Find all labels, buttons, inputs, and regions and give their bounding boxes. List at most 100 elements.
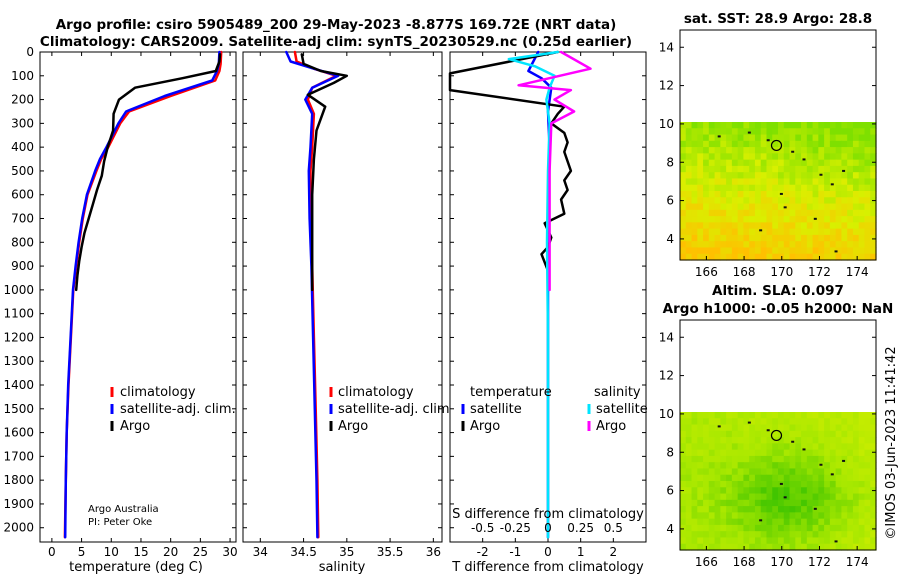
heatmap-cell [864, 424, 871, 432]
heatmap-cell [714, 487, 721, 495]
heatmap-cell [852, 209, 860, 217]
heatmap-cell [680, 468, 687, 476]
heatmap-cell [731, 524, 739, 532]
heatmap-cell [714, 437, 721, 444]
heatmap-cell [789, 524, 796, 532]
heatmap-cell [766, 487, 773, 495]
heatmap-cell [685, 455, 693, 463]
heatmap-cell [737, 493, 745, 501]
heatmap-cell [737, 165, 745, 173]
heatmap-cell [847, 481, 854, 488]
island-speck [783, 496, 787, 499]
heatmap-cell [691, 455, 698, 463]
heatmap-cell [766, 430, 773, 438]
heatmap-cell [766, 468, 773, 476]
heatmap-cell [685, 412, 693, 419]
heatmap-cell [870, 524, 877, 532]
heatmap-cell [772, 216, 779, 223]
heatmap-cell [726, 159, 733, 167]
heatmap-cell [789, 140, 796, 148]
heatmap-cell [737, 499, 745, 507]
heatmap-cell [852, 474, 860, 482]
heatmap-cell [864, 468, 871, 476]
heatmap-cell [708, 203, 716, 211]
heatmap-cell [870, 443, 877, 451]
heatmap-cell [778, 222, 785, 230]
heatmap-cell [841, 481, 848, 488]
heatmap-cell [795, 222, 802, 230]
heatmap-cell [685, 449, 693, 457]
heatmap-cell [720, 531, 727, 539]
heatmap-cell [737, 140, 745, 148]
heatmap-cell [680, 228, 687, 236]
heatmap-cell [789, 184, 796, 192]
heatmap-cell [703, 437, 710, 444]
heatmap-cell [726, 203, 733, 211]
heatmap-cell [714, 430, 721, 438]
heatmap-cell [708, 531, 716, 539]
heatmap-cell [697, 437, 704, 444]
heatmap-cell [864, 128, 871, 136]
heatmap-cell [818, 241, 825, 249]
y-tick-label: 1100 [3, 307, 34, 321]
heatmap-cell [703, 412, 710, 419]
heatmap-cell [691, 412, 698, 419]
heatmap-cell [795, 184, 802, 192]
heatmap-cell [691, 134, 698, 142]
series-line-2 [507, 50, 560, 539]
heatmap-cell [720, 253, 727, 261]
heatmap-cell [858, 443, 866, 451]
heatmap-cell [766, 424, 773, 432]
heatmap-cell [841, 234, 848, 242]
heatmap-cell [737, 197, 745, 205]
heatmap-cell [852, 430, 860, 438]
x-tick-label: 25 [193, 545, 208, 559]
heatmap-cell [726, 518, 733, 526]
heatmap-cell [685, 493, 693, 501]
heatmap-cell [737, 147, 745, 154]
heatmap-cell [829, 430, 837, 438]
heatmap-cell [847, 474, 854, 482]
heatmap-cell [703, 524, 710, 532]
heatmap-cell [697, 134, 704, 142]
heatmap-cell [754, 412, 762, 419]
heatmap-cell [760, 506, 768, 513]
heatmap-cell [737, 134, 745, 142]
heatmap-cell [847, 241, 854, 249]
x-tick-label: 1 [577, 545, 585, 559]
heatmap-cell [731, 518, 739, 526]
y-tick-label: 10 [659, 407, 674, 421]
heatmap-cell [812, 437, 819, 444]
heatmap-cell [778, 209, 785, 217]
legend-label: climatology [338, 385, 414, 400]
y-tick-label: 0 [26, 45, 34, 59]
heatmap-cell [737, 518, 745, 526]
heatmap-cell [726, 122, 733, 129]
heatmap-cell [795, 543, 802, 551]
heatmap-cell [743, 543, 750, 551]
x-tick-label: 168 [733, 265, 756, 279]
island-speck [717, 135, 721, 138]
heatmap-cell [703, 159, 710, 167]
heatmap-cell [829, 418, 837, 426]
y-tick-label: 100 [11, 69, 34, 83]
heatmap-cell [824, 474, 831, 482]
heatmap-cell [760, 537, 768, 545]
heatmap-cell [754, 443, 762, 451]
heatmap-cell [858, 216, 866, 223]
heatmap-cell [858, 424, 866, 432]
heatmap-cell [829, 424, 837, 432]
heatmap-cell [760, 424, 768, 432]
heatmap-cell [680, 499, 687, 507]
heatmap-cell [806, 430, 814, 438]
heatmap-cell [685, 499, 693, 507]
heatmap-cell [783, 247, 791, 255]
heatmap-cell [720, 191, 727, 198]
heatmap-cell [680, 216, 687, 223]
heatmap-cell [858, 487, 866, 495]
heatmap-cell [708, 474, 716, 482]
heatmap-cell [824, 499, 831, 507]
heatmap-cell [772, 524, 779, 532]
heatmap-cell [829, 487, 837, 495]
heatmap-cell [783, 462, 791, 470]
